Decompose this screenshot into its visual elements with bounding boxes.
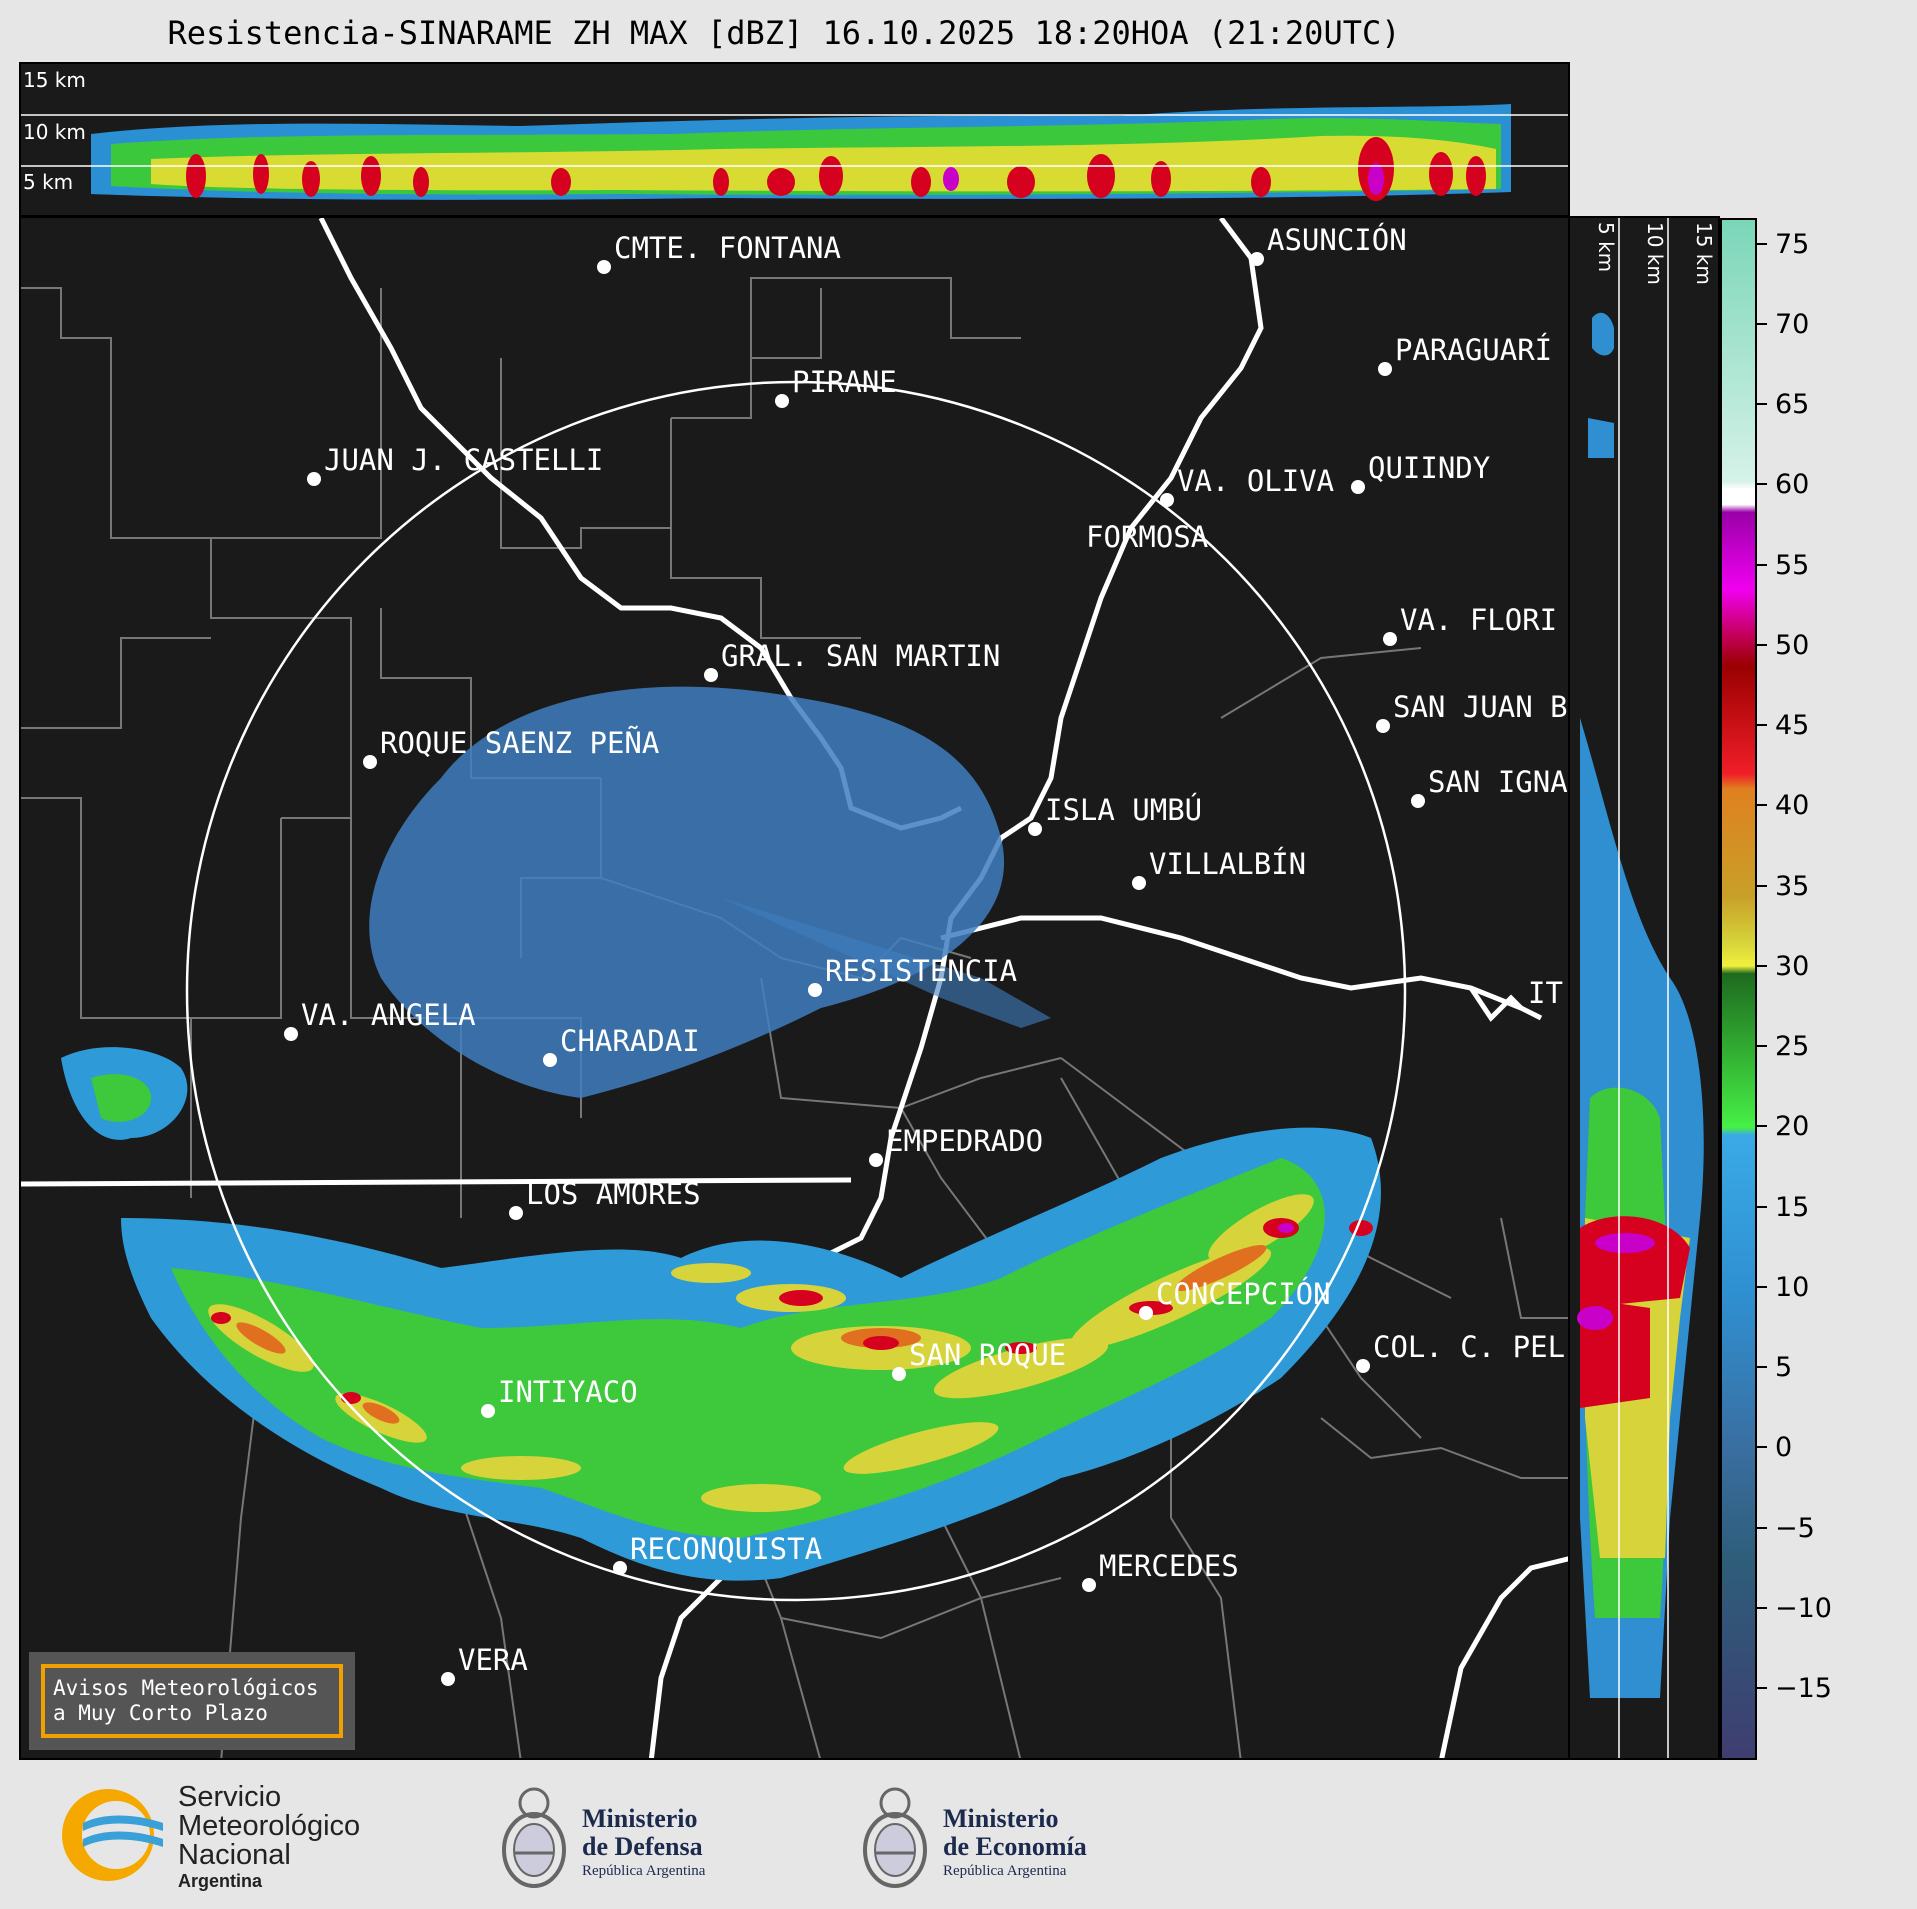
- smn-line3: Nacional: [178, 1839, 291, 1871]
- profile-label-15km: 15 km: [23, 68, 86, 92]
- profile-label-5km: 5 km: [23, 170, 74, 194]
- side-label-10km: 10 km: [1643, 222, 1667, 285]
- side-label-15km: 15 km: [1692, 222, 1716, 285]
- smn-line2: Meteorológico: [178, 1810, 361, 1842]
- smn-line4: Argentina: [178, 1871, 263, 1891]
- smn-line1: Servicio: [178, 1781, 282, 1813]
- defensa-line1: Ministerio: [582, 1804, 698, 1833]
- coat-of-arms-icon: [863, 1787, 927, 1888]
- dbz-colorbar: [1720, 218, 1757, 1760]
- page-title: Resistencia-SINARAME ZH MAX [dBZ] 16.10.…: [167, 14, 1401, 52]
- avisos-box[interactable]: Avisos Meteorológicos a Muy Corto Plazo: [29, 1652, 355, 1750]
- coat-of-arms-icon: [502, 1787, 566, 1888]
- defensa-line2: de Defensa: [582, 1832, 703, 1861]
- economia-line2: de Economía: [943, 1832, 1087, 1861]
- map-drawing: [21, 218, 1568, 1758]
- top-height-profile: 15 km 10 km 5 km: [19, 62, 1570, 217]
- economia-line3: República Argentina: [943, 1863, 1067, 1879]
- side-label-5km: 5 km: [1594, 222, 1618, 273]
- side-height-profile: 5 km 10 km 15 km: [1570, 216, 1720, 1760]
- smn-emblem-icon: [62, 1789, 163, 1881]
- profile-label-10km: 10 km: [23, 120, 86, 144]
- economia-line1: Ministerio: [943, 1804, 1059, 1833]
- defensa-line3: República Argentina: [582, 1863, 706, 1879]
- avisos-text: Avisos Meteorológicos a Muy Corto Plazo: [41, 1664, 343, 1738]
- radar-map: CMTE. FONTANA ASUNCIÓN PARAGUARÍ PIRANE …: [19, 216, 1570, 1760]
